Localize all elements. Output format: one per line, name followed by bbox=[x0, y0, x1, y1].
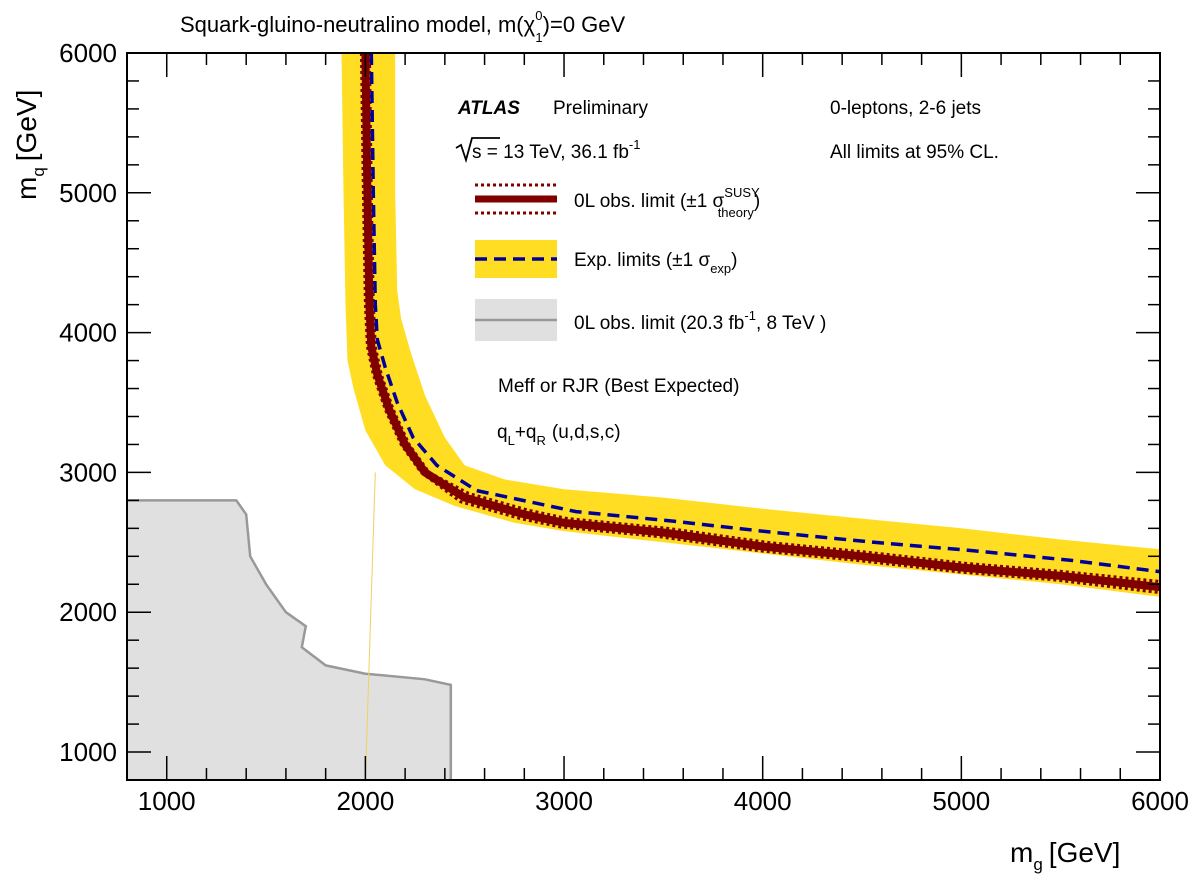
y-tick-label: 6000 bbox=[59, 38, 117, 68]
strategy-label: Meff or RJR (Best Expected) bbox=[498, 376, 739, 397]
atlas-label: ATLAS bbox=[457, 98, 520, 119]
exp-limit-line bbox=[369, 53, 1160, 574]
y-tick-label: 1000 bbox=[59, 737, 117, 767]
band-artifact-line bbox=[364, 472, 376, 780]
obs-theory-down-line bbox=[359, 53, 1160, 595]
y-tick-label: 5000 bbox=[59, 178, 117, 208]
cl-label: All limits at 95% CL. bbox=[830, 142, 999, 163]
x-tick-label: 1000 bbox=[138, 786, 196, 816]
x-tick-label: 4000 bbox=[734, 786, 792, 816]
run1-line bbox=[127, 499, 453, 780]
sqrt-symbol bbox=[455, 137, 500, 164]
x-tick-label: 2000 bbox=[336, 786, 394, 816]
x-tick-label: 6000 bbox=[1131, 786, 1189, 816]
expected-band bbox=[341, 53, 1160, 597]
y-tick-label: 4000 bbox=[59, 318, 117, 348]
obs-theory-up-line bbox=[367, 53, 1160, 583]
energy-label: s = 13 TeV, 36.1 fb-1 bbox=[472, 137, 640, 163]
chart-title: Squark-gluino-neutralino model, m(χ0 1)=0… bbox=[180, 8, 626, 45]
y-axis-label: mq[GeV] bbox=[11, 90, 48, 200]
legend-exp-label: Exp. limits (±1 σexp) bbox=[574, 250, 737, 276]
run1-excluded-region bbox=[127, 499, 453, 780]
x-tick-label: 5000 bbox=[932, 786, 990, 816]
x-axis-label: mg [GeV] bbox=[1010, 837, 1120, 874]
obs-limit-line bbox=[361, 53, 1160, 592]
squark-flavours-label: qL+qR (u,d,s,c) bbox=[497, 422, 621, 448]
expected-limit-band bbox=[341, 53, 1160, 780]
limit-curves bbox=[359, 53, 1160, 595]
y-tick-label: 2000 bbox=[59, 597, 117, 627]
legend-obs-label: 0L obs. limit (±1 σSUSY theory) bbox=[574, 185, 760, 220]
axis-ticks: 1000 2000 3000 4000 5000 6000 1000 2000 3000 4000… bbox=[59, 38, 1189, 816]
legend: 0L obs. limit (±1 σSUSY theory) Exp. limi… bbox=[475, 183, 826, 341]
preliminary-label: Preliminary bbox=[553, 98, 649, 119]
x-tick-label: 3000 bbox=[535, 786, 593, 816]
legend-run1-label: 0L obs. limit (20.3 fb-1, 8 TeV ) bbox=[574, 308, 826, 334]
channel-label: 0-leptons, 2-6 jets bbox=[830, 98, 981, 119]
run1-fill bbox=[127, 500, 451, 780]
y-tick-label: 3000 bbox=[59, 457, 117, 487]
